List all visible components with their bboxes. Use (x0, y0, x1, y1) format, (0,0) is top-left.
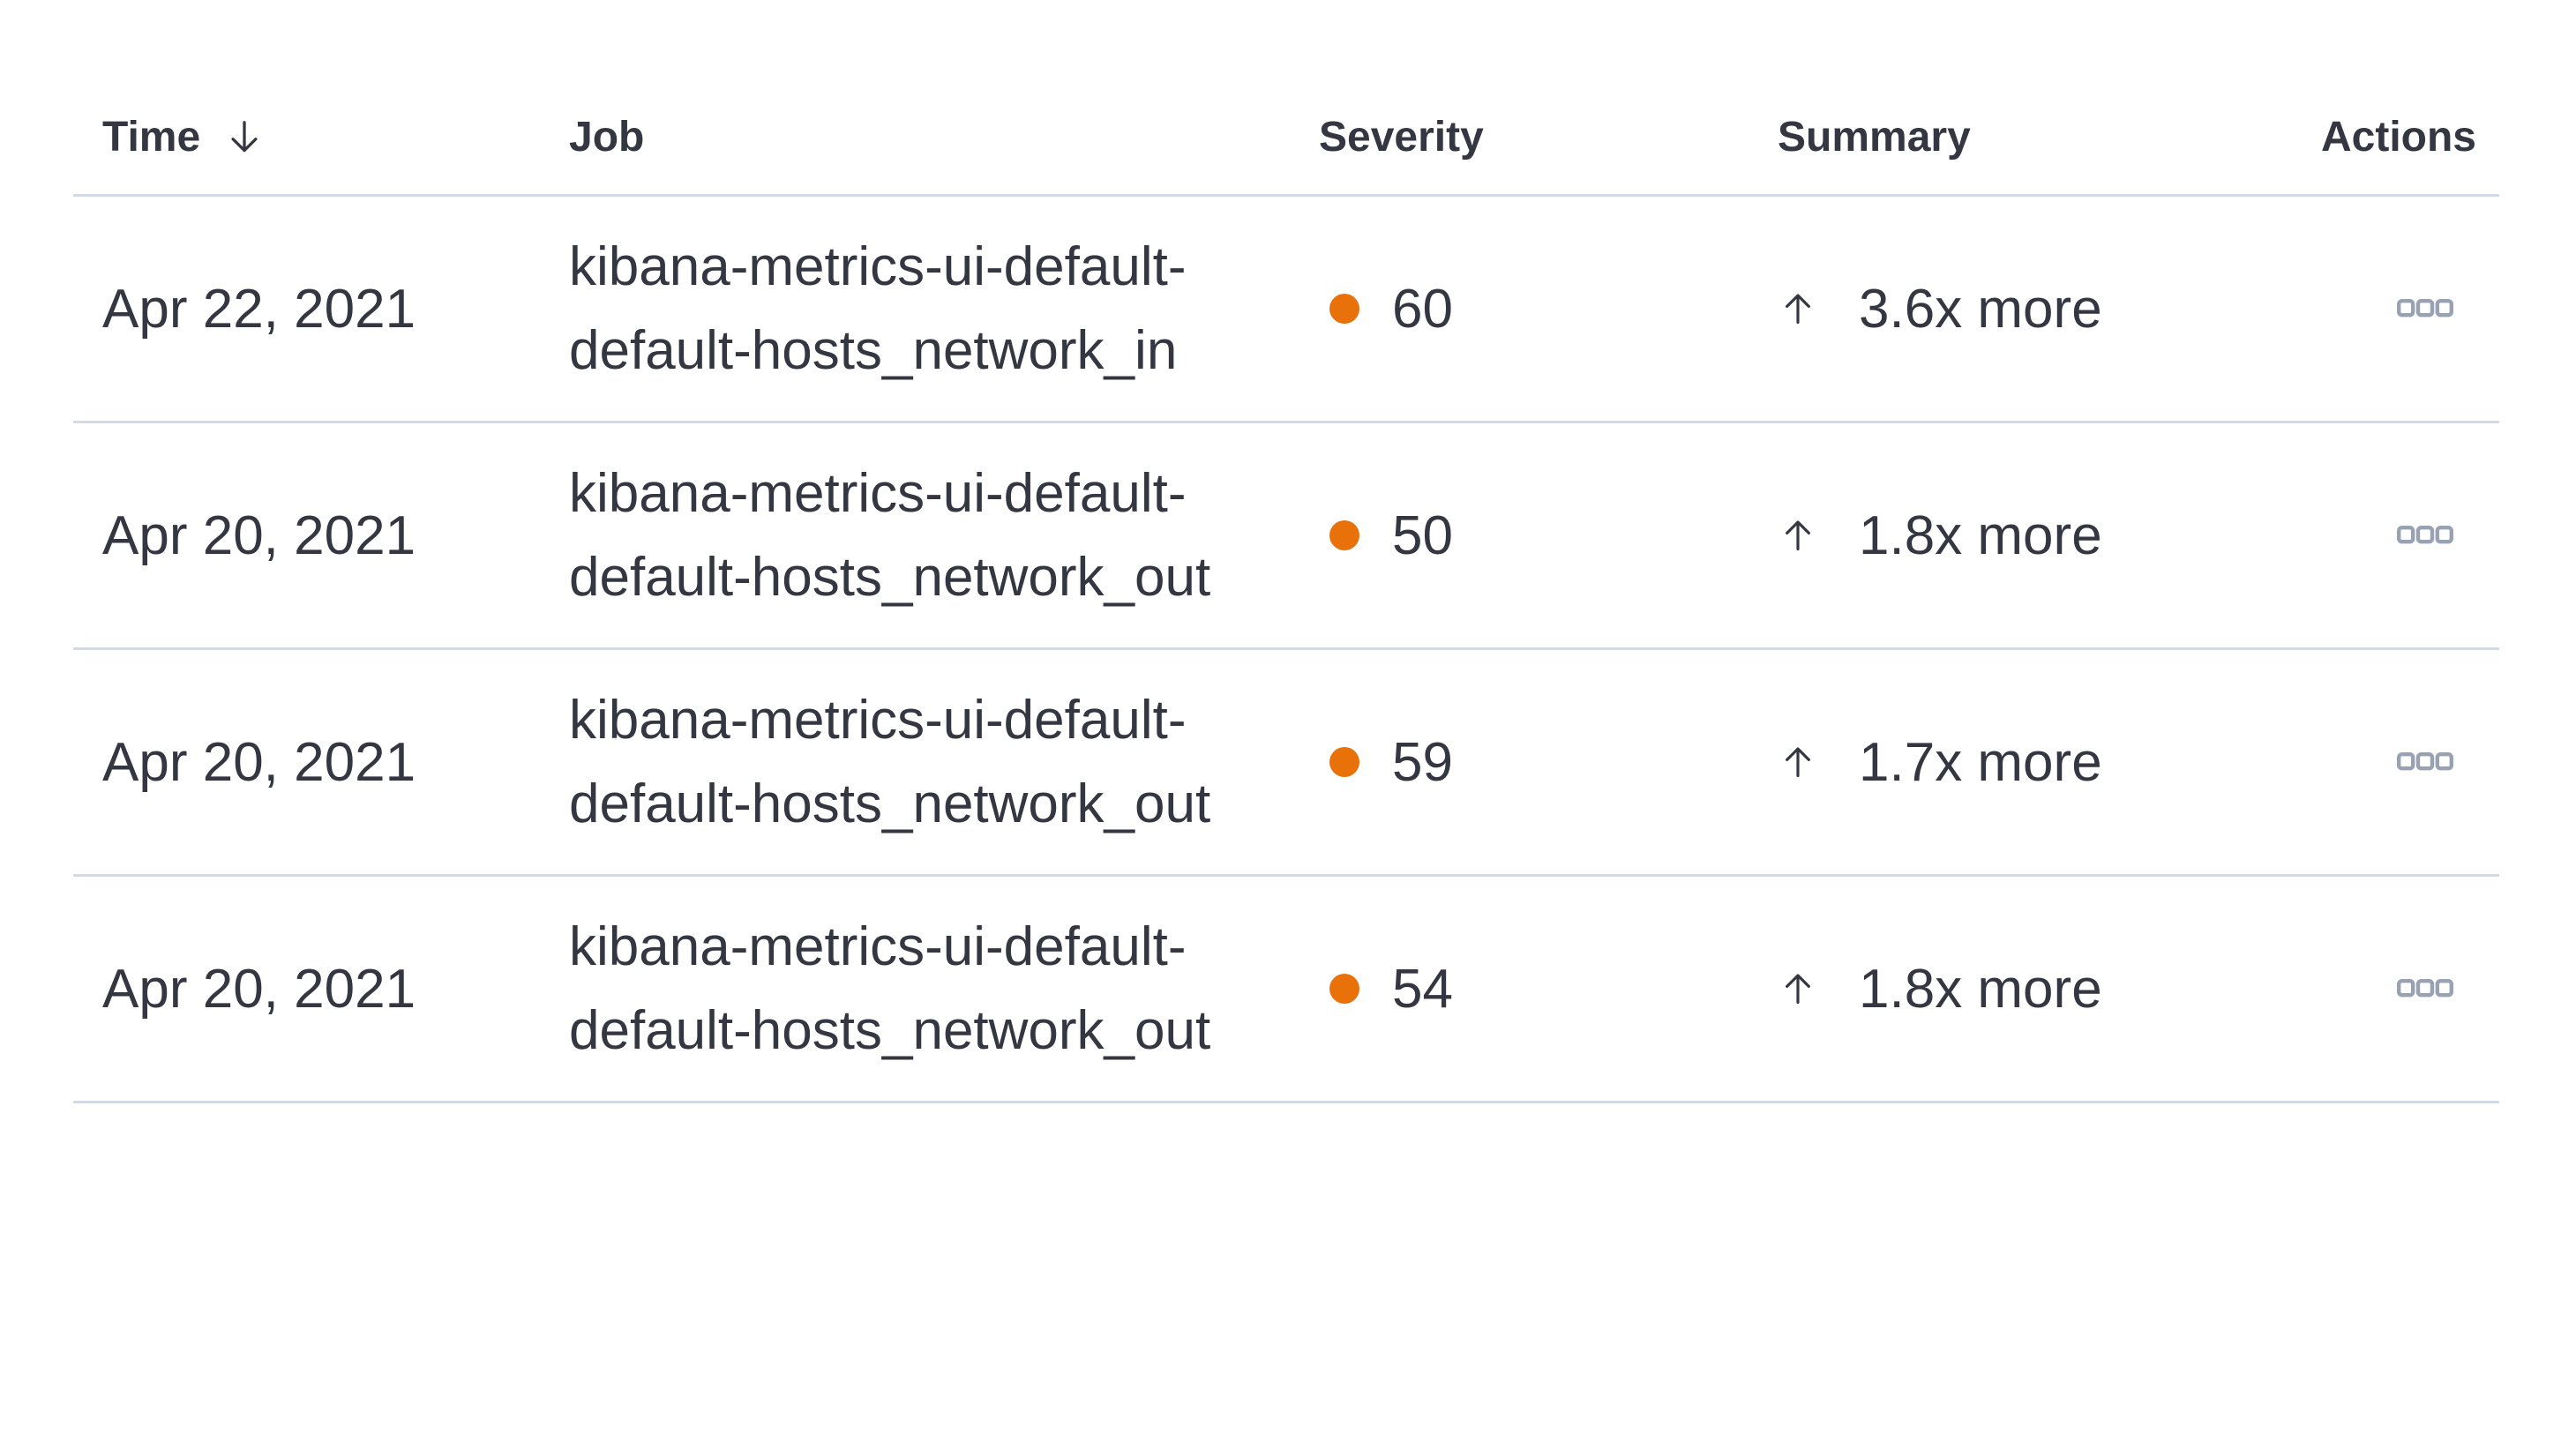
column-header-severity[interactable]: Severity (1319, 113, 1778, 161)
cell-actions (2320, 273, 2499, 344)
arrow-up-icon (1786, 974, 1810, 1005)
severity-value: 54 (1392, 958, 1453, 1020)
column-header-actions: Actions (2320, 113, 2499, 161)
row-actions-button[interactable] (2390, 500, 2460, 571)
cell-severity: 54 (1319, 958, 1778, 1020)
cell-time: Apr 20, 2021 (102, 504, 416, 566)
sort-descending-arrow-icon (231, 121, 258, 153)
column-header-actions-label: Actions (2320, 113, 2476, 161)
cell-job: kibana-metrics-ui-default-default-hosts_… (569, 690, 1211, 834)
row-actions-button[interactable] (2390, 273, 2460, 344)
severity-dot-icon (1329, 974, 1359, 1004)
cell-actions (2320, 500, 2499, 571)
table-row: Apr 22, 2021 kibana-metrics-ui-default-d… (73, 197, 2499, 423)
severity-value: 50 (1392, 504, 1453, 566)
severity-value: 60 (1392, 278, 1453, 340)
summary-value: 3.6x more (1859, 278, 2102, 340)
cell-time: Apr 22, 2021 (102, 278, 416, 340)
column-header-time[interactable]: Time (73, 111, 569, 162)
table-header-row: Time Job Severity Summary Actions (73, 79, 2499, 197)
severity-dot-icon (1329, 520, 1359, 550)
arrow-up-icon (1786, 747, 1810, 778)
cell-time: Apr 20, 2021 (102, 958, 416, 1020)
column-header-summary[interactable]: Summary (1778, 113, 2320, 161)
column-header-time-label: Time (102, 113, 201, 161)
cell-severity: 50 (1319, 504, 1778, 567)
cell-summary: 3.6x more (1778, 278, 2320, 340)
severity-dot-icon (1329, 747, 1359, 777)
cell-summary: 1.7x more (1778, 731, 2320, 794)
column-header-job[interactable]: Job (569, 95, 1319, 179)
anomalies-table: Time Job Severity Summary Actions Apr 22… (73, 79, 2499, 1103)
boxes-horizontal-icon (2397, 299, 2453, 318)
cell-actions (2320, 953, 2499, 1024)
cell-job: kibana-metrics-ui-default-default-hosts_… (569, 463, 1211, 608)
arrow-up-icon (1786, 520, 1810, 551)
cell-time: Apr 20, 2021 (102, 731, 416, 793)
summary-value: 1.8x more (1859, 958, 2102, 1020)
severity-value: 59 (1392, 731, 1453, 793)
row-actions-button[interactable] (2390, 953, 2460, 1024)
row-actions-button[interactable] (2390, 727, 2460, 797)
cell-severity: 60 (1319, 278, 1778, 340)
boxes-horizontal-icon (2397, 526, 2453, 544)
summary-value: 1.7x more (1859, 731, 2102, 793)
table-row: Apr 20, 2021 kibana-metrics-ui-default-d… (73, 877, 2499, 1103)
summary-value: 1.8x more (1859, 504, 2102, 566)
cell-summary: 1.8x more (1778, 504, 2320, 567)
boxes-horizontal-icon (2397, 752, 2453, 771)
cell-summary: 1.8x more (1778, 958, 2320, 1020)
column-header-summary-label: Summary (1778, 113, 1971, 161)
column-header-severity-label: Severity (1319, 113, 1484, 161)
cell-severity: 59 (1319, 731, 1778, 794)
cell-job: kibana-metrics-ui-default-default-hosts_… (569, 916, 1211, 1061)
arrow-up-icon (1786, 294, 1810, 325)
table-row: Apr 20, 2021 kibana-metrics-ui-default-d… (73, 650, 2499, 877)
cell-actions (2320, 727, 2499, 797)
column-header-job-label: Job (569, 113, 645, 161)
severity-dot-icon (1329, 294, 1359, 324)
cell-job: kibana-metrics-ui-default-default-hosts_… (569, 236, 1187, 381)
table-row: Apr 20, 2021 kibana-metrics-ui-default-d… (73, 423, 2499, 650)
boxes-horizontal-icon (2397, 979, 2453, 998)
